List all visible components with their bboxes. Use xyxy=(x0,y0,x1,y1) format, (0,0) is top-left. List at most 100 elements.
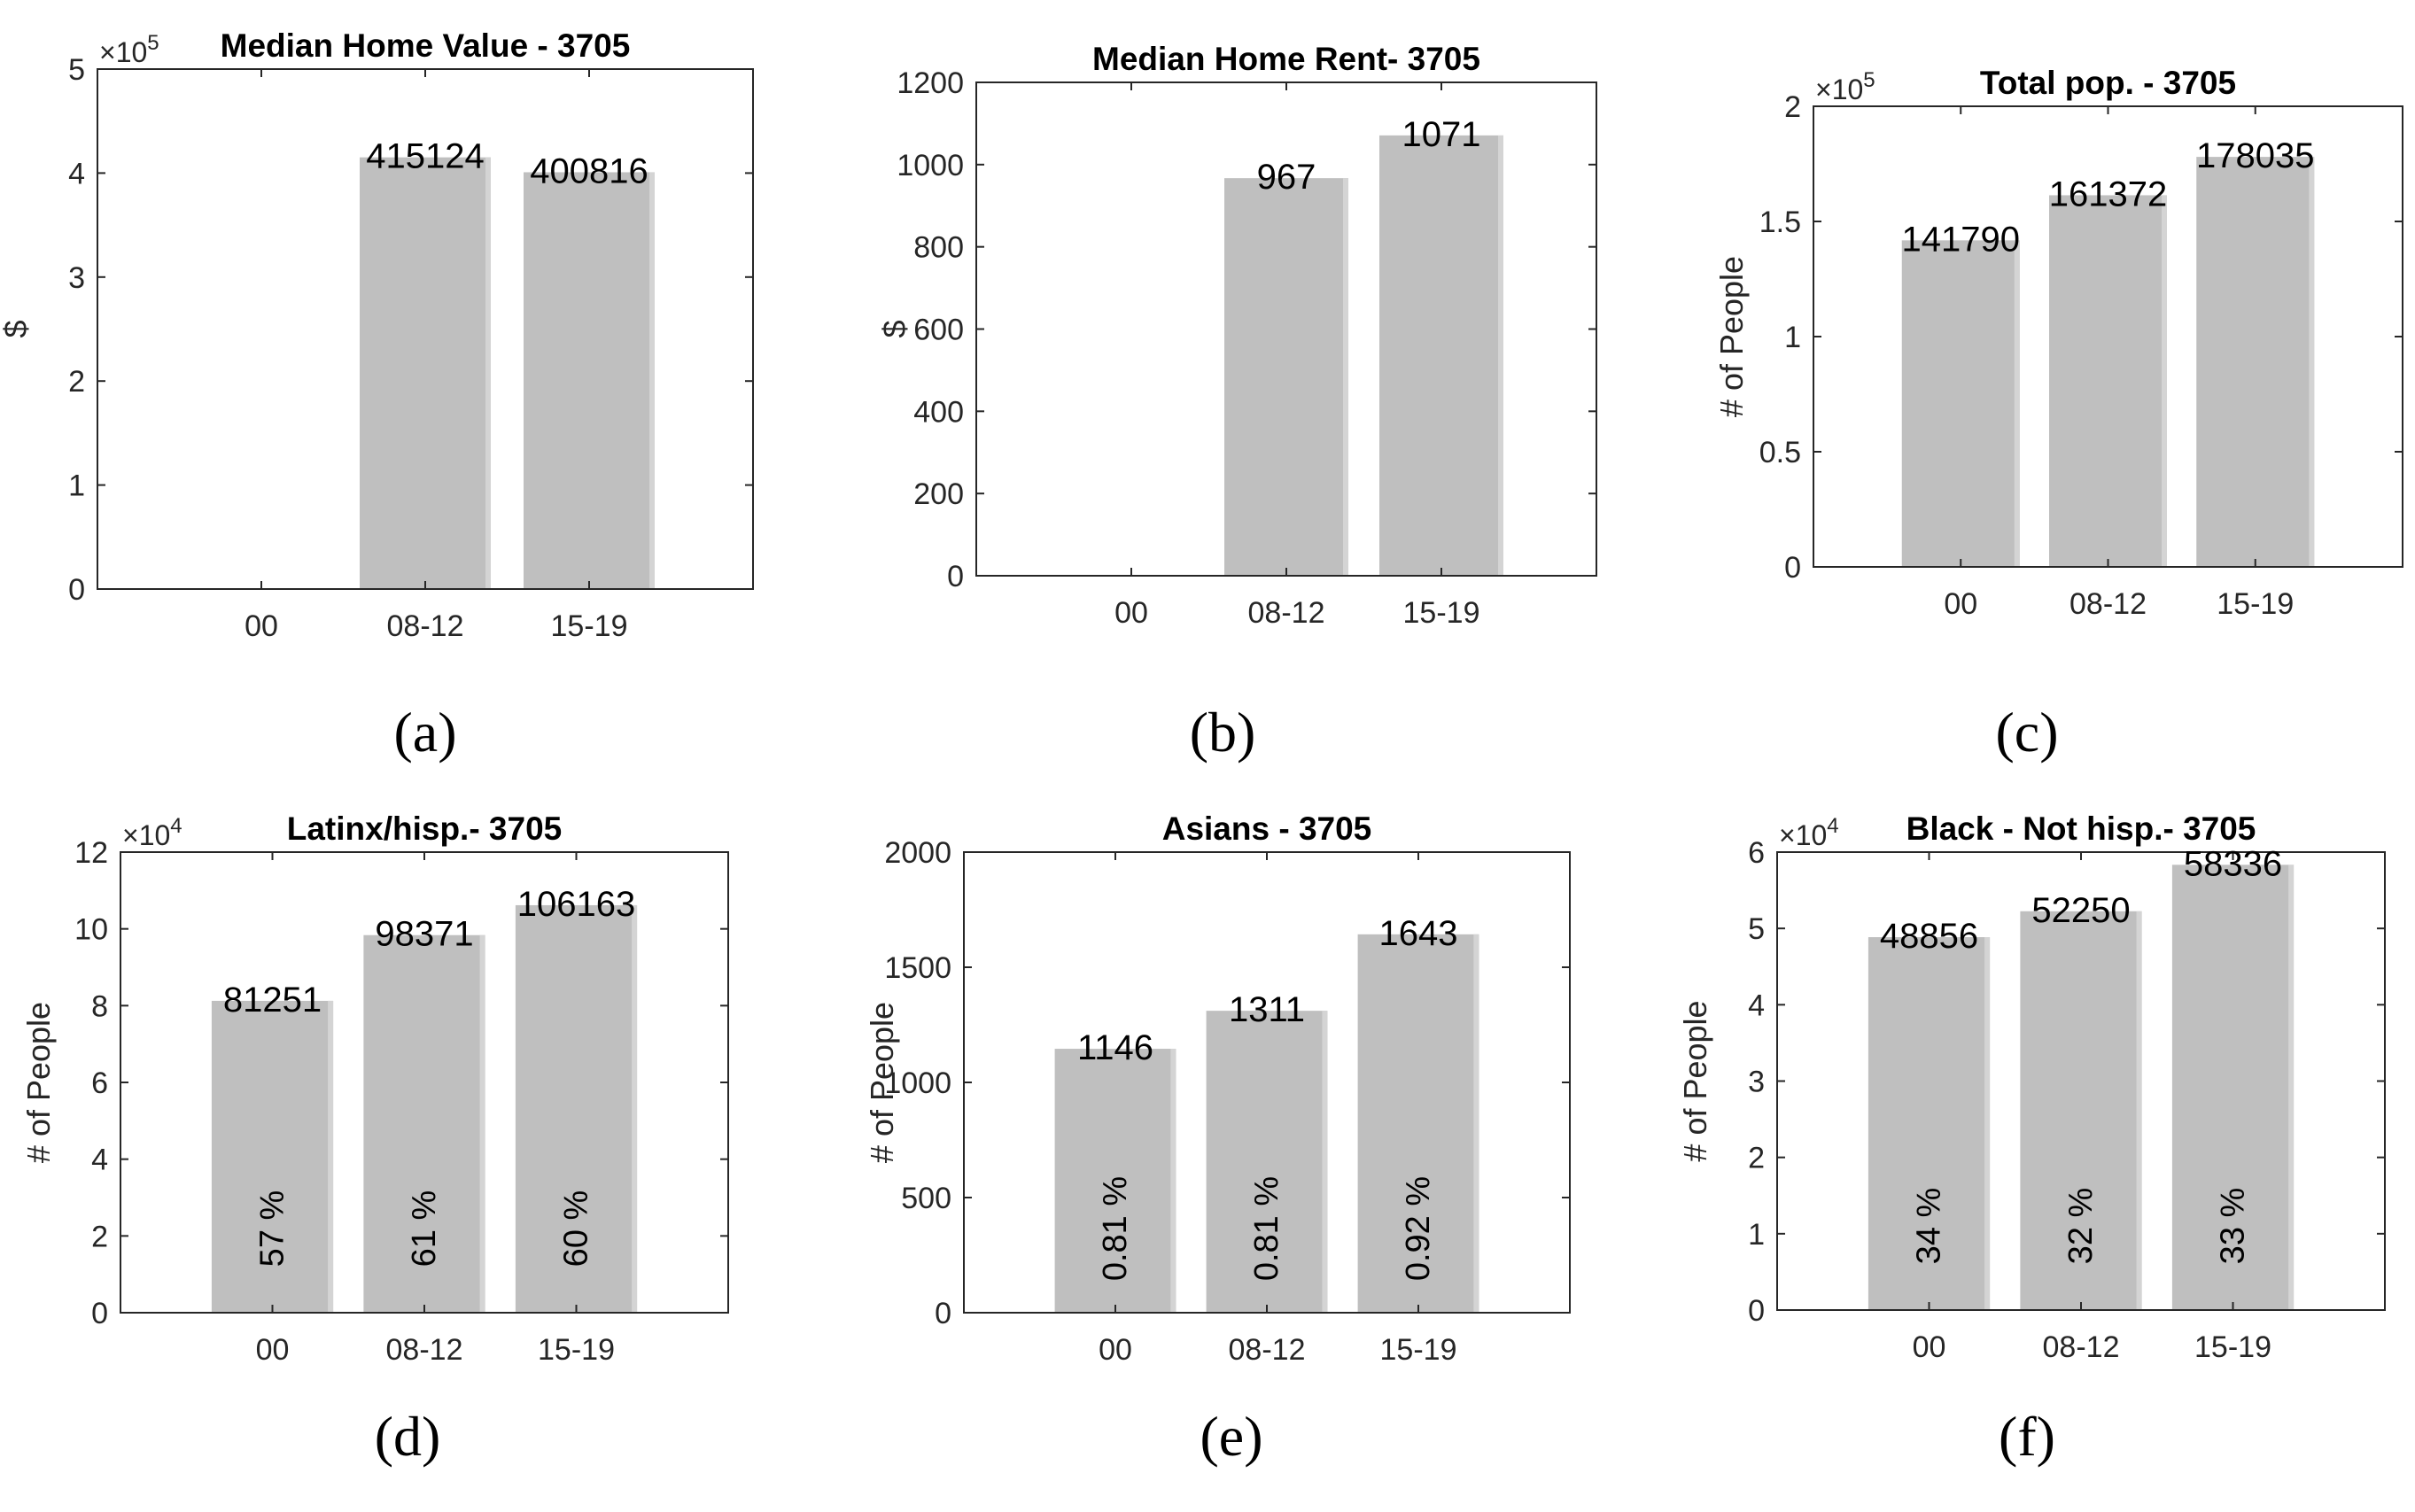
value-label-15-19: 1071 xyxy=(1402,115,1481,154)
y-tick-label: 4 xyxy=(1748,989,1765,1022)
value-label-00: 48856 xyxy=(1880,917,1978,956)
bar-08-12 xyxy=(1224,178,1348,577)
y-tick-label: 4 xyxy=(91,1144,108,1177)
percent-label-15-19: 0.92 % xyxy=(1400,1176,1437,1281)
bar-edge-00 xyxy=(2014,240,2020,567)
chart-panel-d: 0 2 4 6 8 10 12 00 08-12 15-19 Latinx/hisp.- 3705 #… xyxy=(20,810,729,1468)
x-tick-label-00: 00 xyxy=(245,609,278,643)
y-tick-label: 0 xyxy=(68,573,85,607)
chart-panel-f: 0 1 2 3 4 5 6 00 08-12 15-19 Black - Not hisp.- 37… xyxy=(1677,810,2386,1468)
y-tick-label: 1500 xyxy=(884,951,951,985)
bar-edge-08-12 xyxy=(1343,178,1348,577)
y-tick-label: 0 xyxy=(91,1297,108,1330)
value-label-15-19: 106163 xyxy=(517,885,635,924)
y-tick-label: 1000 xyxy=(897,149,964,182)
y-tick-label: 5 xyxy=(68,53,85,87)
y-tick-label: 3 xyxy=(68,261,85,295)
value-label-08-12: 161372 xyxy=(2049,174,2167,213)
value-label-00: 141790 xyxy=(1902,220,2020,259)
y-axis-label: # of People xyxy=(864,1002,900,1163)
x-tick-label-08-12: 08-12 xyxy=(2069,587,2147,621)
value-label-15-19: 1643 xyxy=(1379,914,1458,953)
percent-label-00: 0.81 % xyxy=(1097,1176,1134,1281)
chart-title: Latinx/hisp.- 3705 xyxy=(287,810,563,847)
y-tick-label: 2000 xyxy=(884,836,951,870)
chart-title: Median Home Rent- 3705 xyxy=(1092,41,1480,77)
bar-edge-15-19 xyxy=(1473,934,1479,1313)
y-tick-label: 5 xyxy=(1748,912,1765,946)
value-label-08-12: 1311 xyxy=(1229,990,1305,1029)
bar-edge-08-12 xyxy=(2136,911,2142,1310)
value-label-08-12: 98371 xyxy=(375,915,473,954)
x-tick-label-08-12: 08-12 xyxy=(386,1333,463,1367)
bar-08-12 xyxy=(2020,911,2142,1310)
panel-caption: (f) xyxy=(1999,1405,2055,1468)
bar-edge-08-12 xyxy=(485,157,491,590)
bar-15-19 xyxy=(1357,934,1479,1313)
bar-00 xyxy=(1868,937,1991,1310)
bar-15-19 xyxy=(524,172,655,589)
y-axis-label: # of People xyxy=(1713,256,1750,417)
bar-00 xyxy=(211,1000,334,1313)
chart-panel-c: 0 0.5 1 1.5 2 00 08-12 15-19 Total pop. - 3705 # … xyxy=(1713,65,2403,764)
chart-panel-a: 0 1 2 3 4 5 00 08-12 15-19 Median Home Value - 37… xyxy=(0,27,754,764)
bar-08-12 xyxy=(1206,1011,1328,1313)
x-tick-label-00: 00 xyxy=(1099,1333,1132,1367)
value-label-08-12: 415124 xyxy=(366,137,484,176)
y-axis-label: # of People xyxy=(1677,1000,1713,1161)
x-tick-label-15-19: 15-19 xyxy=(2217,587,2294,621)
panel-caption: (b) xyxy=(1190,701,1256,764)
y-multiplier: ×104 xyxy=(1779,814,1839,851)
value-label-15-19: 178035 xyxy=(2196,136,2314,175)
y-tick-label: 3 xyxy=(1748,1066,1765,1099)
panel-caption: (d) xyxy=(375,1405,441,1468)
bar-edge-08-12 xyxy=(1322,1011,1328,1313)
value-label-00: 1146 xyxy=(1077,1028,1153,1067)
chart-title: Total pop. - 3705 xyxy=(1980,65,2236,101)
value-label-00: 81251 xyxy=(223,981,322,1020)
bar-00 xyxy=(1054,1049,1176,1313)
bar-15-19 xyxy=(1379,135,1503,576)
y-tick-label: 8 xyxy=(91,989,108,1023)
percent-label-00: 57 % xyxy=(254,1190,291,1268)
y-tick-label: 1000 xyxy=(884,1066,951,1100)
chart-panel-e: 0 500 1000 1500 2000 00 08-12 15-19 Asians - 370… xyxy=(864,810,1571,1468)
y-tick-label: 1 xyxy=(68,469,85,503)
x-tick-label-00: 00 xyxy=(256,1333,290,1367)
y-tick-label: 2 xyxy=(68,365,85,399)
y-axis-label: # of People xyxy=(20,1002,57,1163)
panel-caption: (c) xyxy=(1995,701,2058,764)
x-tick-label-15-19: 15-19 xyxy=(1403,596,1480,630)
chart-panel-b: 0 200 400 600 800 1000 1200 00 08-12 15-19 Median … xyxy=(876,41,1597,764)
y-tick-label: 500 xyxy=(901,1182,951,1215)
percent-label-08-12: 32 % xyxy=(2062,1188,2100,1265)
chart-title: Asians - 3705 xyxy=(1162,810,1372,847)
y-tick-label: 600 xyxy=(913,314,964,347)
x-tick-label-08-12: 08-12 xyxy=(2043,1330,2120,1364)
value-label-15-19: 400816 xyxy=(530,151,648,190)
percent-label-15-19: 33 % xyxy=(2215,1188,2252,1265)
y-tick-label: 6 xyxy=(91,1066,108,1100)
x-tick-label-15-19: 15-19 xyxy=(538,1333,615,1367)
percent-label-00: 34 % xyxy=(1911,1188,1948,1265)
bar-edge-15-19 xyxy=(2288,865,2295,1310)
panel-caption: (a) xyxy=(393,701,456,764)
bar-00 xyxy=(1901,240,2020,567)
y-tick-label: 0 xyxy=(935,1297,951,1330)
y-axis-label: $ xyxy=(876,320,912,337)
y-tick-label: 2 xyxy=(1784,90,1801,124)
y-tick-label: 2 xyxy=(1748,1142,1765,1175)
bar-08-12 xyxy=(2049,195,2167,567)
bar-edge-15-19 xyxy=(1498,135,1503,576)
y-multiplier: ×104 xyxy=(122,814,182,851)
x-tick-label-15-19: 15-19 xyxy=(551,609,628,643)
bar-15-19 xyxy=(515,904,638,1313)
x-tick-label-08-12: 08-12 xyxy=(1248,596,1325,630)
y-tick-label: 0.5 xyxy=(1759,436,1801,469)
y-tick-label: 0 xyxy=(1748,1294,1765,1328)
y-tick-label: 400 xyxy=(913,395,964,429)
y-tick-label: 1200 xyxy=(897,66,964,100)
x-tick-label-00: 00 xyxy=(1114,596,1148,630)
bar-edge-08-12 xyxy=(479,934,485,1313)
